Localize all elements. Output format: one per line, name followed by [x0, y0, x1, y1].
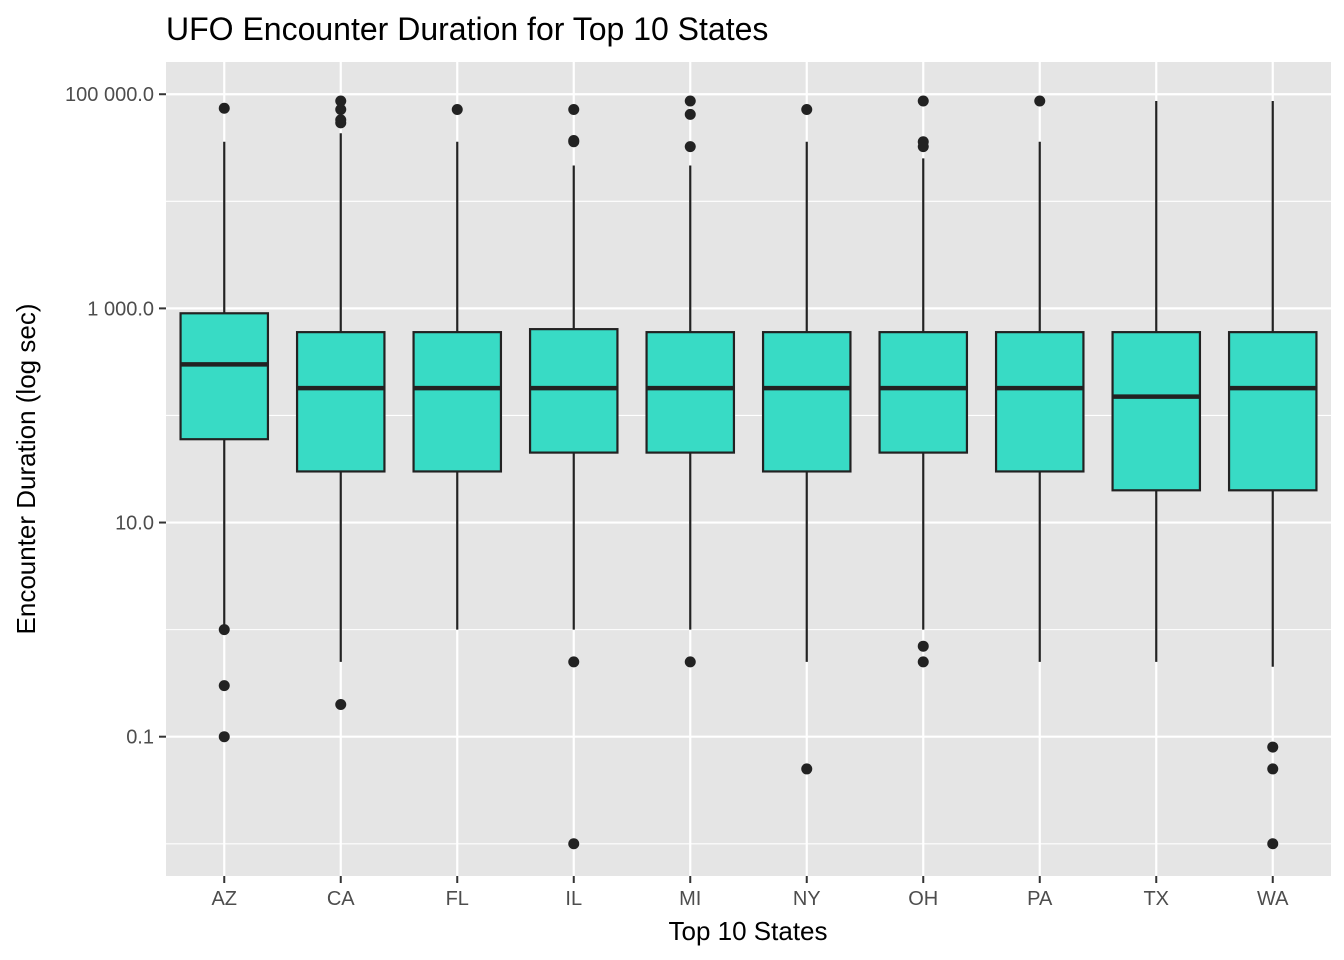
y-tick-label: 1 000.0 [87, 298, 154, 320]
outlier-point [1267, 838, 1279, 850]
outlier-point [684, 95, 696, 107]
box-mi [645, 95, 736, 668]
outlier-point [451, 104, 463, 116]
y-tick-label: 0.1 [126, 727, 154, 749]
iqr-box [295, 331, 386, 473]
outlier-point [568, 838, 580, 850]
outlier-point [801, 763, 813, 775]
outlier-point [684, 141, 696, 153]
y-tick-label: 100 000.0 [65, 84, 154, 106]
x-tick-label: FL [446, 888, 469, 910]
x-tick-label: PA [1027, 888, 1053, 910]
iqr-box [645, 331, 736, 454]
x-tick-label: MI [679, 888, 701, 910]
iqr-box [1111, 331, 1202, 492]
outlier-point [218, 624, 230, 636]
x-tick-label: TX [1143, 888, 1169, 910]
x-tick-label: CA [327, 888, 355, 910]
box-layer [179, 95, 1318, 850]
x-tick-label: AZ [211, 888, 237, 910]
x-tick-label: WA [1257, 888, 1289, 910]
iqr-box [528, 328, 619, 454]
x-tick-label: NY [793, 888, 821, 910]
y-tick-label: 10.0 [115, 513, 154, 535]
box-il [528, 104, 619, 850]
outlier-point [684, 108, 696, 120]
box-tx [1111, 101, 1202, 662]
outlier-point [568, 136, 580, 148]
outlier-point [917, 141, 929, 153]
outlier-point [335, 104, 347, 116]
iqr-box [761, 331, 852, 473]
outlier-point [218, 680, 230, 692]
box-oh [878, 95, 969, 668]
outlier-point [335, 95, 347, 107]
outlier-point [917, 656, 929, 668]
box-wa [1227, 101, 1318, 850]
chart-title: UFO Encounter Duration for Top 10 States [166, 11, 768, 47]
x-axis-title: Top 10 States [669, 916, 828, 946]
outlier-point [568, 656, 580, 668]
outlier-point [917, 95, 929, 107]
outlier-point [1034, 95, 1046, 107]
box-pa [994, 95, 1085, 662]
iqr-box [412, 331, 503, 473]
x-tick-label: IL [565, 888, 582, 910]
outlier-point [1267, 763, 1279, 775]
outlier-point [917, 640, 929, 652]
outlier-point [801, 104, 813, 116]
outlier-point [335, 698, 347, 710]
iqr-box [994, 331, 1085, 473]
outlier-point [1267, 741, 1279, 753]
x-axis: AZ CA FL IL MI NY OH PA TX WA [211, 876, 1289, 910]
box-ca [295, 95, 386, 710]
outlier-point [684, 656, 696, 668]
iqr-box [1227, 331, 1318, 492]
outlier-point [218, 102, 230, 114]
box-fl [412, 104, 503, 630]
box-ny [761, 104, 852, 775]
iqr-box [878, 331, 969, 454]
iqr-box [179, 312, 270, 441]
outlier-point [568, 104, 580, 116]
box-az [179, 102, 270, 743]
y-axis-title: Encounter Duration (log sec) [11, 304, 41, 635]
x-tick-label: OH [908, 888, 938, 910]
outlier-point [218, 731, 230, 743]
outlier-point [335, 117, 347, 129]
y-axis: 0.1 10.0 1 000.0 100 000.0 [65, 84, 166, 749]
